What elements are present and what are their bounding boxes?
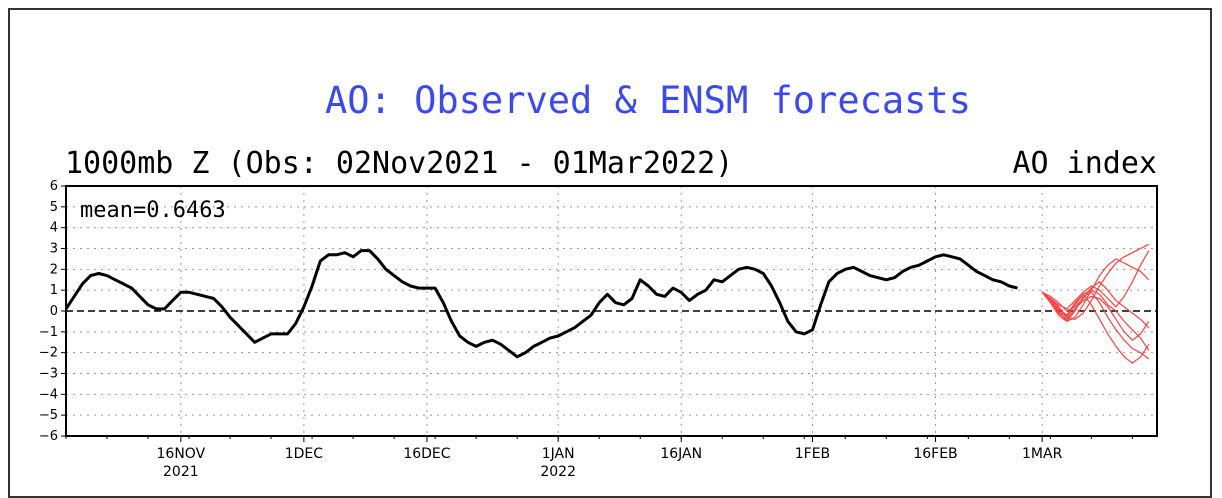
x-tick-label: 16DEC <box>403 446 450 462</box>
y-tick-label: −6 <box>39 429 58 444</box>
y-tick-label: −3 <box>39 367 58 382</box>
x-tick-label: 16JAN <box>660 446 702 462</box>
chart-frame <box>8 8 1212 498</box>
x-tick-label: 16FEB <box>913 446 957 462</box>
mean-annotation: mean=0.6463 <box>80 198 226 223</box>
y-tick-label: −1 <box>39 325 58 340</box>
y-tick-label: 1 <box>50 283 58 298</box>
forecast-member-line <box>1041 289 1150 351</box>
x-tick-year-label: 2021 <box>163 464 199 480</box>
ao-chart: AO: Observed & ENSM forecasts 1000mb Z (… <box>39 79 1158 480</box>
y-tick-label: 6 <box>50 179 58 194</box>
chart-title: AO: Observed & ENSM forecasts <box>325 79 971 122</box>
forecast-member-line <box>1041 280 1150 329</box>
y-tick-label: −4 <box>39 387 58 402</box>
y-tick-label: 5 <box>50 200 58 215</box>
chart-subtitle: 1000mb Z (Obs: 02Nov2021 - 01Mar2022) <box>65 146 733 181</box>
forecast-member-line <box>1041 243 1150 320</box>
x-tick-year-label: 2022 <box>540 464 576 480</box>
x-tick-label: 1DEC <box>285 446 324 462</box>
y-tick-label: 3 <box>50 242 58 257</box>
y-tick-label: −2 <box>39 346 58 361</box>
y-tick-label: 0 <box>50 304 58 319</box>
x-tick-label: 1JAN <box>542 446 575 462</box>
y-tick-label: −5 <box>39 408 58 423</box>
y-tick-label: 2 <box>50 262 58 277</box>
x-tick-label: 1FEB <box>795 446 830 462</box>
y-axis-label: AO index <box>1013 146 1158 181</box>
forecast-member-line <box>1041 291 1150 364</box>
forecast-member-line <box>1041 250 1150 310</box>
plot-area-border <box>65 185 1158 437</box>
y-tick-label: 4 <box>50 221 58 236</box>
x-tick-label: 1MAR <box>1022 446 1063 462</box>
x-tick-label: 16NOV <box>157 446 206 462</box>
observed-ao-line <box>64 249 1018 359</box>
forecast-member-line <box>1041 291 1150 342</box>
